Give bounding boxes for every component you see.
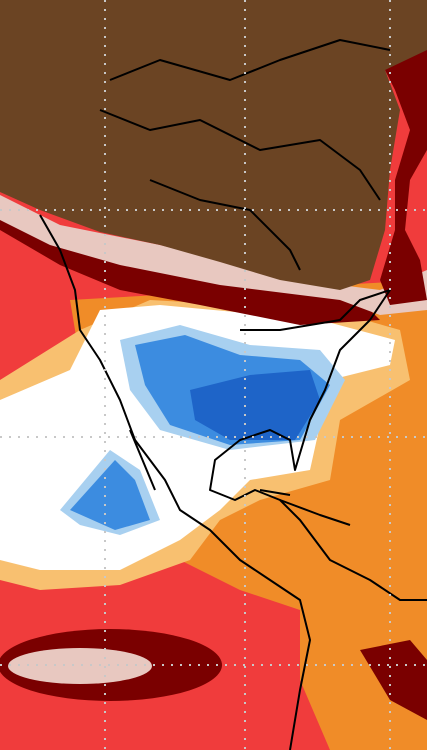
dark-red-greenland	[380, 40, 427, 305]
land-mask-brown	[0, 0, 427, 290]
pink-ellipse	[8, 648, 152, 684]
blue-west	[70, 460, 150, 530]
coastline-caribbean	[259, 489, 351, 526]
dark-blue-region	[190, 370, 320, 440]
dark-red-band	[0, 200, 380, 325]
coastline-arctic	[99, 39, 391, 271]
dark-red-south	[360, 640, 427, 720]
coastline-east	[209, 289, 427, 601]
coastline-west	[39, 214, 311, 750]
coastline-baja	[129, 429, 156, 491]
